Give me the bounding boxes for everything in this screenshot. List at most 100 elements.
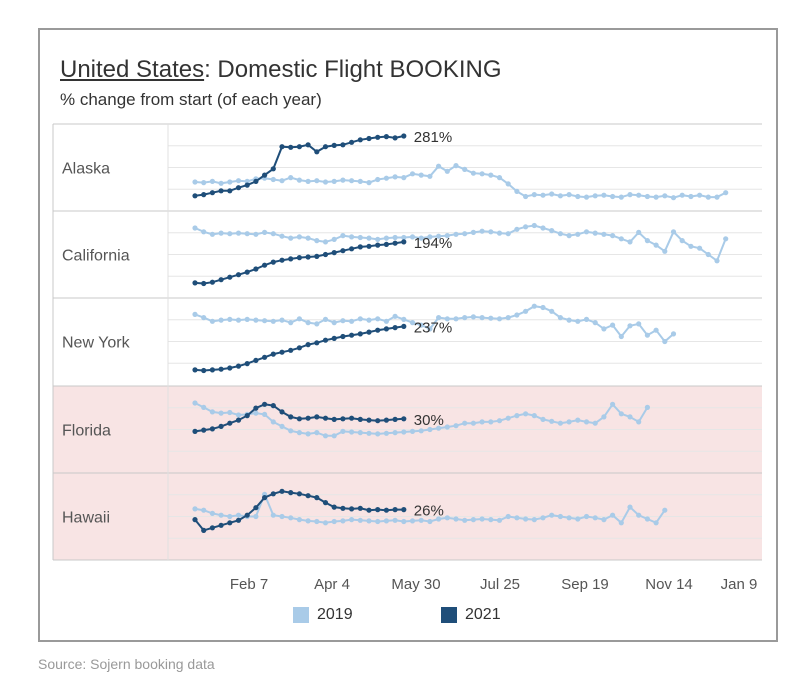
data-point-2019 — [505, 513, 511, 520]
data-point-2021 — [253, 357, 259, 363]
data-point-2021 — [244, 361, 250, 367]
data-point-2021 — [392, 325, 398, 331]
data-point-2019 — [610, 512, 616, 518]
data-point-2021 — [340, 416, 346, 422]
data-point-2019 — [392, 313, 398, 319]
data-point-2019 — [575, 318, 581, 324]
data-point-2021 — [366, 135, 372, 142]
data-point-2021 — [218, 366, 224, 372]
data-point-2021 — [314, 340, 320, 346]
data-point-2019 — [514, 188, 520, 194]
data-point-2021 — [288, 490, 294, 496]
data-point-2021 — [296, 491, 302, 497]
data-point-2021 — [201, 427, 207, 433]
data-point-2021 — [331, 504, 337, 510]
data-point-2019 — [549, 191, 555, 197]
data-point-2021 — [235, 185, 242, 191]
data-point-2019 — [496, 316, 503, 322]
data-point-2019 — [340, 518, 346, 524]
data-point-2021 — [314, 495, 320, 501]
data-point-2021 — [262, 401, 268, 407]
data-point-2019 — [592, 515, 598, 521]
x-tick-label: Jan 9 — [721, 576, 758, 593]
data-point-2019 — [470, 314, 476, 320]
data-point-2019 — [531, 192, 537, 198]
data-point-2019 — [375, 236, 381, 242]
data-point-2019 — [383, 235, 389, 241]
data-point-2019 — [479, 516, 485, 522]
data-point-2019 — [279, 513, 285, 520]
data-point-2019 — [549, 512, 555, 518]
data-point-2019 — [566, 419, 572, 425]
data-point-2019 — [653, 327, 659, 333]
data-point-2019 — [375, 518, 381, 525]
data-point-2019 — [305, 320, 311, 326]
data-point-2019 — [627, 504, 633, 510]
legend-swatch-2019 — [293, 607, 309, 623]
data-point-2019 — [505, 415, 511, 421]
data-point-2021 — [244, 413, 250, 419]
series-line-2021 — [194, 240, 404, 285]
data-point-2021 — [383, 134, 389, 140]
data-point-2021 — [401, 239, 407, 245]
data-point-2019 — [462, 315, 468, 321]
data-point-2019 — [644, 516, 651, 522]
data-point-2021 — [322, 415, 329, 421]
data-point-2019 — [244, 178, 250, 184]
data-point-2019 — [436, 233, 442, 239]
data-point-2021 — [209, 190, 215, 196]
data-point-2019 — [383, 318, 389, 324]
data-point-2019 — [523, 308, 529, 314]
data-point-2019 — [670, 229, 677, 235]
data-point-2021 — [366, 329, 372, 335]
data-point-2019 — [644, 238, 651, 244]
data-point-2019 — [514, 312, 520, 318]
data-point-2019 — [644, 404, 651, 410]
data-point-2019 — [644, 193, 651, 200]
data-point-2019 — [349, 234, 355, 240]
data-point-2019 — [540, 225, 546, 231]
x-tick-label: Jul 25 — [480, 576, 520, 593]
data-point-2019 — [470, 517, 476, 523]
data-point-2019 — [392, 234, 398, 241]
legend-swatch-2021 — [441, 607, 457, 623]
data-point-2019 — [279, 178, 285, 184]
data-point-2021 — [314, 414, 320, 420]
data-point-2019 — [557, 513, 564, 520]
data-point-2021 — [357, 331, 363, 337]
data-point-2019 — [592, 320, 598, 326]
data-point-2019 — [557, 420, 564, 426]
data-point-2019 — [235, 512, 242, 518]
data-point-2021 — [235, 363, 242, 369]
data-point-2019 — [340, 318, 346, 324]
data-point-2019 — [636, 192, 642, 198]
data-point-2021 — [349, 415, 355, 421]
data-point-2019 — [322, 179, 329, 185]
data-point-2019 — [331, 433, 337, 439]
data-point-2019 — [288, 515, 294, 521]
data-point-2019 — [209, 231, 215, 237]
data-point-2019 — [209, 318, 215, 324]
data-point-2019 — [662, 338, 668, 345]
data-point-2019 — [636, 512, 642, 518]
data-point-2019 — [418, 322, 424, 328]
data-point-2019 — [253, 513, 259, 520]
data-point-2019 — [409, 428, 416, 434]
data-point-2019 — [427, 518, 433, 525]
data-point-2021 — [209, 279, 215, 285]
data-point-2019 — [322, 316, 329, 322]
data-point-2021 — [218, 423, 224, 429]
data-point-2019 — [288, 235, 294, 241]
data-point-2021 — [279, 144, 285, 150]
data-point-2019 — [201, 315, 207, 321]
data-point-2021 — [244, 269, 250, 275]
data-point-2019 — [705, 251, 711, 258]
data-point-2019 — [662, 193, 668, 199]
data-point-2019 — [479, 315, 485, 321]
data-point-2019 — [331, 178, 337, 184]
data-point-2019 — [366, 180, 372, 186]
data-point-2019 — [392, 174, 398, 180]
data-point-2021 — [401, 507, 407, 513]
data-point-2019 — [453, 516, 459, 522]
